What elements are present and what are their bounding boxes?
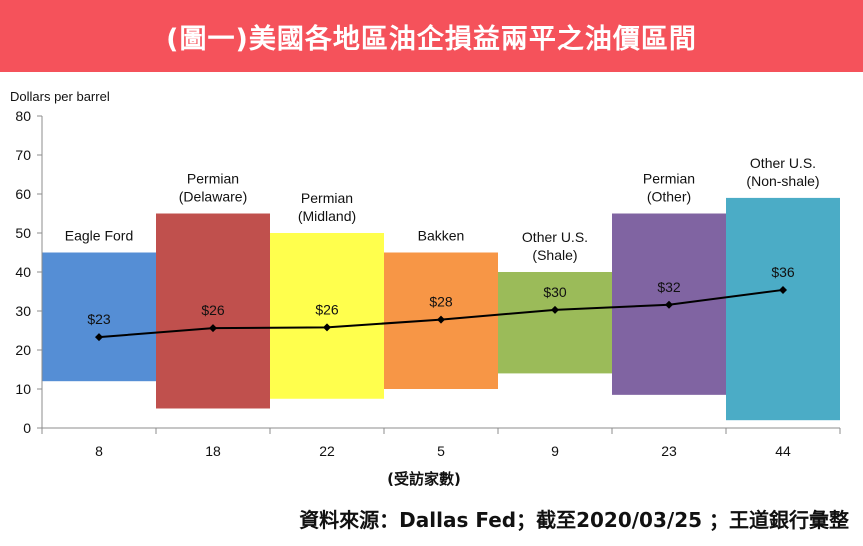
y-tick-label: 10 <box>15 381 31 397</box>
region-label: Bakken <box>418 228 465 244</box>
region-label: Other U.S. <box>522 229 588 245</box>
x-tick-label: 22 <box>319 443 335 459</box>
region-label: Permian <box>301 190 353 206</box>
mean-point <box>551 305 559 314</box>
range-bar <box>156 213 270 409</box>
x-tick-label: 9 <box>551 443 559 459</box>
data-label: $26 <box>201 302 225 318</box>
x-tick-label: 5 <box>437 443 445 459</box>
mean-point <box>665 300 673 309</box>
range-bar <box>42 252 156 382</box>
mean-point <box>209 324 217 333</box>
region-label: (Other) <box>647 189 691 205</box>
mean-point <box>437 315 445 324</box>
data-label: $23 <box>87 311 111 327</box>
y-tick-label: 40 <box>15 264 31 280</box>
chart-title: (圖一)美國各地區油企損益兩平之油價區間 <box>166 23 697 55</box>
y-tick-label: 0 <box>23 420 31 436</box>
y-tick-label: 60 <box>15 186 31 202</box>
y-tick-label: 50 <box>15 225 31 241</box>
region-label: (Delaware) <box>179 189 247 205</box>
y-tick-label: 30 <box>15 303 31 319</box>
x-axis-title: (受訪家數) <box>387 470 461 488</box>
y-tick-label: 80 <box>15 108 31 124</box>
x-tick-label: 44 <box>775 443 791 459</box>
data-label: $30 <box>543 284 567 300</box>
chart-area: Dollars per barrel 0 10 20 30 40 50 60 70 80 8 18 2… <box>10 89 841 488</box>
mean-point <box>323 323 331 332</box>
mean-point <box>779 285 787 294</box>
region-label: Eagle Ford <box>65 228 133 244</box>
x-tick-label: 18 <box>205 443 221 459</box>
data-label: $36 <box>771 264 795 280</box>
region-label: (Midland) <box>298 208 356 224</box>
x-tick-label: 23 <box>661 443 677 459</box>
x-tick-label: 8 <box>95 443 103 459</box>
title-banner: (圖一)美國各地區油企損益兩平之油價區間 <box>0 0 863 72</box>
region-label: Permian <box>643 171 695 187</box>
y-tick-label: 70 <box>15 147 31 163</box>
range-bar <box>726 197 840 421</box>
region-label: (Non-shale) <box>746 173 819 189</box>
data-label: $32 <box>657 279 681 295</box>
region-label: Permian <box>187 171 239 187</box>
region-label: (Shale) <box>532 247 577 263</box>
range-bar <box>270 233 384 399</box>
data-label: $26 <box>315 301 339 317</box>
region-label: Other U.S. <box>750 155 816 171</box>
y-tick-label: 20 <box>15 342 31 358</box>
source-note: 資料來源：Dallas Fed；截至2020/03/25 ；王道銀行彙整 <box>299 508 849 532</box>
data-label: $28 <box>429 294 453 310</box>
range-bar <box>498 272 612 374</box>
y-axis-title: Dollars per barrel <box>10 89 110 104</box>
mean-point <box>95 333 103 342</box>
